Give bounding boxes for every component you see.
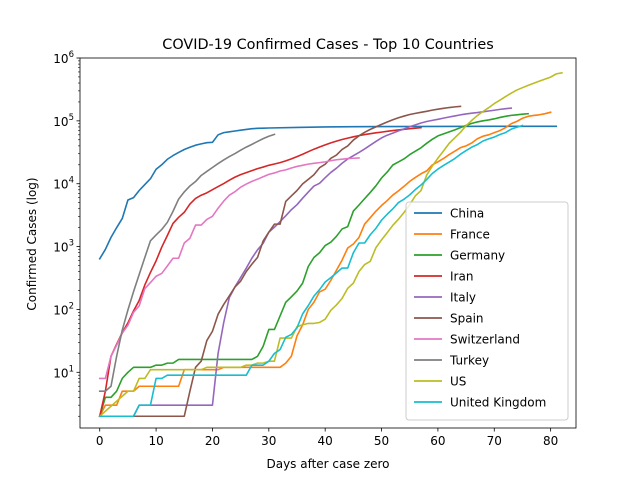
chart-title: COVID-19 Confirmed Cases - Top 10 Countr… — [162, 37, 493, 53]
x-tick-label: 60 — [430, 434, 445, 448]
x-tick-label: 10 — [148, 434, 163, 448]
y-tick-label: 103 — [53, 239, 74, 255]
series-line-iran — [98, 126, 422, 418]
series-line-turkey — [98, 133, 276, 393]
legend: China France Germany Iran Italy Spain Switzerl… — [405, 201, 569, 421]
series-line-italy — [98, 107, 513, 418]
x-tick-label: 0 — [96, 434, 104, 448]
series-line-united-kingdom — [98, 124, 524, 418]
x-tick-label: 40 — [318, 434, 333, 448]
series-line-spain — [98, 105, 462, 418]
legend-label: China — [450, 207, 484, 221]
series-lines — [98, 71, 563, 418]
x-tick-label: 50 — [374, 434, 389, 448]
x-axis-title: Days after case zero — [266, 457, 389, 471]
y-axis-title: Confirmed Cases (log) — [25, 177, 39, 310]
legend-label: Switzerland — [450, 333, 520, 347]
legend-label: France — [450, 228, 490, 242]
x-tick-label: 20 — [205, 434, 220, 448]
x-tick-label: 30 — [261, 434, 276, 448]
legend-label: United Kingdom — [450, 396, 546, 410]
legend-label: Germany — [450, 249, 505, 263]
legend-label: US — [450, 375, 466, 389]
axes-frame — [79, 57, 577, 429]
x-tick-label: 70 — [487, 434, 502, 448]
series-line-switzerland — [98, 157, 360, 380]
series-line-china — [98, 125, 558, 260]
series-line-us — [98, 71, 563, 418]
legend-label: Iran — [450, 270, 473, 284]
y-tick-label: 102 — [53, 301, 74, 317]
series-line-france — [98, 111, 552, 418]
legend-label: Spain — [450, 312, 484, 326]
plot-area: 0 10 20 30 40 50 60 70 80 101 102 103 104 105 106 — [53, 50, 577, 448]
legend-box — [405, 201, 569, 421]
y-tick-label: 106 — [53, 50, 74, 66]
legend-label: Italy — [450, 291, 476, 305]
y-tick-label: 105 — [53, 113, 74, 129]
y-tick-label: 101 — [53, 364, 74, 380]
legend-label: Turkey — [449, 354, 489, 368]
x-tick-label: 80 — [543, 434, 558, 448]
y-tick-label: 104 — [53, 176, 74, 192]
series-line-germany — [98, 112, 529, 418]
